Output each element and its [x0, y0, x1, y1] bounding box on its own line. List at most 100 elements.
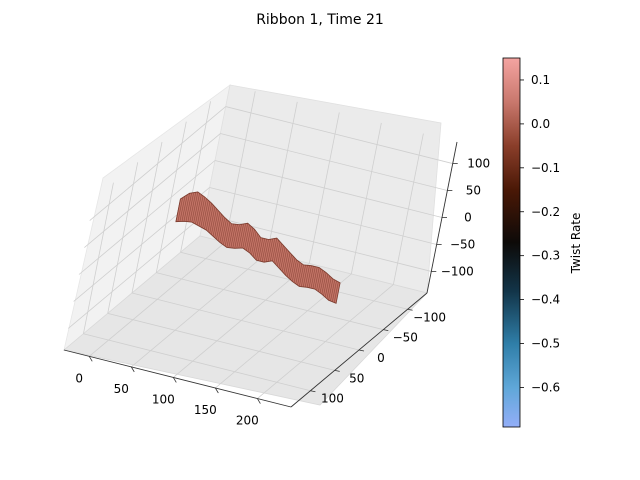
- ribbon-stripe: [177, 197, 183, 222]
- ribbon-surface: [175, 191, 341, 304]
- x-tick-label: 100: [152, 392, 175, 406]
- ribbon-stripe: [263, 239, 269, 263]
- ribbon-stripe: [230, 224, 236, 248]
- gridline-y-floor: [107, 312, 335, 371]
- z-tick-label: 100: [467, 157, 490, 171]
- ribbon-stripe: [221, 219, 227, 244]
- ribbon-stripe: [179, 196, 186, 222]
- ribbon-stripe: [185, 192, 192, 222]
- ribbon-stripe: [246, 226, 252, 251]
- z-tick-label: 50: [466, 184, 481, 198]
- ribbon-stripe: [228, 223, 234, 248]
- ribbon-stripe: [183, 193, 190, 222]
- ribbon-stripe: [306, 265, 312, 288]
- ribbon-stripe: [308, 266, 314, 288]
- ribbon-stripe: [280, 247, 286, 270]
- gridline-z-left: [68, 214, 205, 329]
- y-tick-mark: [383, 329, 389, 332]
- ribbon-stripe: [196, 195, 204, 226]
- colorbar-tick-label: −0.6: [531, 380, 560, 394]
- y-tick-mark: [310, 390, 316, 393]
- ribbon-stripe: [278, 245, 284, 269]
- ribbon-stripe: [212, 210, 219, 237]
- ribbon-stripe: [244, 224, 250, 250]
- ribbon-stripe: [254, 235, 260, 259]
- gridline-z-back: [220, 133, 448, 191]
- ribbon-stripe: [318, 270, 323, 292]
- colorbar-tick-label: −0.5: [531, 337, 560, 351]
- ribbon-stripe: [226, 223, 232, 248]
- colorbar: 0.1 0.0 −0.1 −0.2 −0.3 −0.4 −0.5 −0.6 Twist Rat…: [502, 57, 583, 428]
- ribbon-stripe: [269, 238, 276, 262]
- x-tick-mark: [214, 387, 219, 394]
- ribbon-stripe: [251, 231, 257, 255]
- ribbon-stripe: [207, 204, 214, 232]
- colorbar-tick-label: 0.0: [531, 117, 550, 131]
- ribbon-stripe: [247, 227, 254, 252]
- ribbon-stripe: [292, 259, 297, 282]
- y-tick-label: 50: [349, 371, 364, 385]
- ribbon-stripe: [216, 213, 222, 240]
- x-tick-mark: [257, 398, 261, 404]
- ribbon-stripe: [314, 267, 320, 290]
- gridline-z-back: [214, 160, 443, 218]
- ribbon-stripe: [326, 277, 332, 299]
- ribbon-stripe: [288, 256, 294, 279]
- x-tick-label: 0: [75, 371, 83, 385]
- colorbar-tick-label: −0.2: [531, 205, 560, 219]
- ribbon-stripe: [293, 261, 299, 283]
- z-tick-label: −100: [441, 264, 474, 278]
- y-tick-label: 0: [377, 351, 385, 365]
- ribbon-stripe: [281, 248, 288, 272]
- ribbon-stripe: [285, 252, 291, 276]
- y-axis-ticks: −100 −50 0 50 100: [310, 308, 446, 406]
- ribbon-stripe: [302, 265, 308, 287]
- x-tick-mark: [172, 377, 177, 383]
- gridline-y-floor: [131, 292, 360, 351]
- ribbon-stripe: [300, 265, 306, 287]
- ribbon-stripe: [236, 224, 242, 249]
- gridline-y-floor: [156, 272, 384, 331]
- gridline-z-left: [78, 160, 216, 275]
- ribbon-stripe: [217, 215, 224, 241]
- ribbon-stripe: [299, 264, 304, 287]
- gridline-y-floor: [83, 333, 311, 392]
- axes-3d: 0 50 100 150 200 −100 −50 0 50 100 −100 −50 0 50 100: [63, 84, 490, 428]
- ribbon-stripe: [312, 267, 318, 289]
- ribbon-stripe: [297, 263, 303, 286]
- z-axis-ticks: −100 −50 0 50 100: [431, 157, 490, 278]
- y-tick-mark: [334, 369, 340, 372]
- colorbar-tick-label: −0.1: [531, 161, 560, 175]
- ribbon-stripe: [267, 238, 273, 262]
- ribbon-stripe: [256, 237, 262, 261]
- ribbon-stripe: [265, 239, 271, 262]
- ribbon-stripe: [275, 241, 281, 265]
- ribbon-stripe: [286, 254, 292, 277]
- x-tick-label: 150: [194, 403, 217, 417]
- y-tick-label: 100: [321, 392, 344, 406]
- gridline-z-back: [209, 187, 437, 245]
- ribbon-stripe: [328, 278, 334, 301]
- ribbon-stripe: [195, 194, 202, 225]
- ribbon-stripe: [187, 192, 194, 222]
- ribbon-stripe: [193, 193, 200, 224]
- ribbon-stripe: [310, 266, 316, 289]
- y-tick-label: −50: [393, 331, 418, 345]
- ribbon-stripe: [205, 203, 212, 231]
- ribbon-stripe: [252, 233, 259, 257]
- colorbar-tick-label: 0.1: [531, 73, 550, 87]
- ribbon-stripe: [283, 250, 289, 274]
- ribbon-stripe: [204, 201, 211, 230]
- ribbon-stripe: [238, 223, 244, 249]
- ribbon-stripe: [261, 238, 267, 262]
- x-tick-label: 50: [114, 382, 129, 396]
- ribbon-stripe: [200, 198, 207, 228]
- gridline-z-back: [225, 106, 453, 164]
- ribbon-stripe: [189, 192, 197, 222]
- y-tick-label: −100: [413, 310, 446, 324]
- ribbon-stripe: [290, 257, 296, 280]
- chart-title: Ribbon 1, Time 21: [256, 12, 384, 28]
- y-tick-mark: [407, 308, 413, 311]
- ribbon-stripe: [223, 220, 229, 246]
